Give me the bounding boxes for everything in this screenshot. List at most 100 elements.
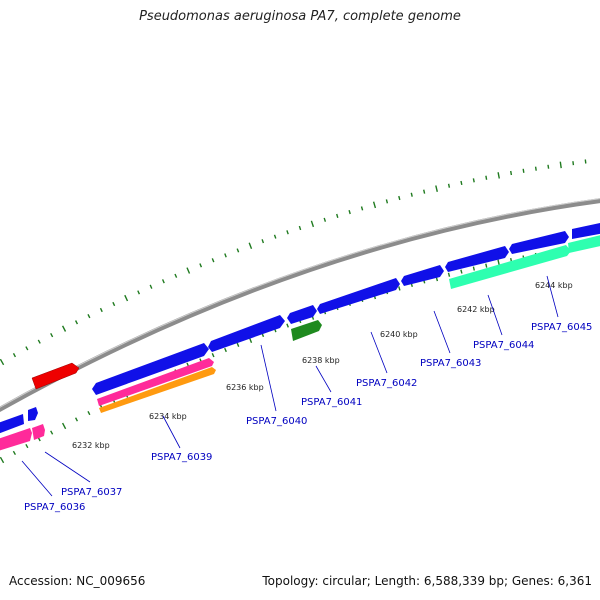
- scale-label: 6236 kbp: [226, 383, 264, 392]
- map-title: Pseudomonas aeruginosa PA7, complete gen…: [139, 9, 461, 24]
- scale-tick: [472, 266, 475, 271]
- scale-tick: [559, 161, 562, 169]
- gene-label-6044[interactable]: PSPA7_6044: [473, 340, 534, 351]
- scale-tick: [298, 225, 302, 231]
- gene-leader-lines: [21, 275, 559, 497]
- gene-label-6036[interactable]: PSPA7_6036: [24, 502, 85, 513]
- scale-tick: [12, 450, 17, 456]
- scale-tick: [497, 172, 500, 179]
- scale-tick: [460, 269, 463, 274]
- scale-tick: [410, 192, 413, 197]
- scale-tick: [0, 456, 5, 464]
- gene-label-6043[interactable]: PSPA7_6043: [420, 358, 481, 369]
- scale-tick: [472, 178, 475, 183]
- topology-text: Topology: circular; Length: 6,588,339 bp…: [262, 574, 592, 588]
- leader-line-6045: [546, 275, 559, 318]
- scale-tick: [286, 323, 289, 328]
- scale-tick: [25, 346, 29, 351]
- genome-backbone: [0, 198, 600, 413]
- gene-arrow-blue[interactable]: [287, 305, 317, 324]
- scale-tick: [186, 267, 191, 274]
- scale-tick: [149, 284, 153, 289]
- scale-tick: [87, 410, 91, 416]
- outer-tick-track: [0, 159, 587, 366]
- scale-tick: [385, 199, 389, 204]
- gene-arrow-green[interactable]: [291, 320, 322, 341]
- scale-tick: [161, 279, 165, 284]
- scale-tick: [12, 352, 17, 358]
- scale-tick: [74, 320, 79, 325]
- gene-arrow-blue[interactable]: [445, 246, 509, 272]
- scale-tick: [310, 220, 315, 228]
- scale-tick: [174, 273, 178, 278]
- scale-tick: [261, 239, 265, 244]
- scale-tick: [25, 443, 29, 449]
- scale-tick: [137, 290, 141, 295]
- scale-label: 6238 kbp: [302, 356, 340, 365]
- gene-arrow-blue[interactable]: [509, 231, 569, 254]
- scale-tick: [360, 206, 364, 211]
- scale-tick: [248, 242, 253, 249]
- scale-tick: [572, 161, 575, 166]
- gene-arrow-blue[interactable]: [208, 315, 285, 352]
- scale-label: 6244 kbp: [535, 281, 573, 290]
- gene-arrow-blue[interactable]: [28, 407, 38, 421]
- gene-label-6039[interactable]: PSPA7_6039: [151, 452, 212, 463]
- genome-backbone-highlight: [0, 198, 600, 408]
- scale-tick: [236, 248, 240, 253]
- gene-label-6045[interactable]: PSPA7_6045: [531, 322, 592, 333]
- gene-arrow-teal[interactable]: [568, 234, 600, 253]
- scale-tick: [37, 339, 41, 344]
- scale-tick: [224, 347, 227, 353]
- scale-tick: [199, 263, 203, 268]
- scale-tick: [398, 286, 401, 291]
- leader-line-6037: [44, 451, 91, 483]
- gene-arrow-blue[interactable]: [317, 278, 400, 314]
- scale-tick: [485, 175, 488, 180]
- leader-line-6036: [21, 460, 53, 497]
- scale-tick: [50, 332, 54, 338]
- gene-arrow-teal[interactable]: [449, 245, 571, 289]
- scale-tick: [236, 342, 240, 347]
- gene-arrow-blue[interactable]: [0, 414, 24, 435]
- scale-label: 6234 kbp: [149, 412, 187, 421]
- scale-tick: [460, 180, 463, 186]
- scale-tick: [273, 234, 277, 239]
- leader-line-6040: [260, 344, 277, 412]
- gene-arrow-pink[interactable]: [0, 428, 32, 452]
- scale-tick: [74, 417, 79, 422]
- scale-tick: [522, 168, 525, 173]
- gene-arrow-red[interactable]: [31, 362, 80, 390]
- scale-tick: [485, 263, 488, 268]
- scale-tick: [584, 159, 587, 164]
- scale-tick: [398, 195, 401, 201]
- gene-arrow-blue[interactable]: [572, 222, 600, 239]
- scale-label: 6232 kbp: [72, 441, 110, 450]
- leader-line-6039: [162, 415, 181, 449]
- scale-tick: [87, 313, 91, 319]
- gene-label-6041[interactable]: PSPA7_6041: [301, 397, 362, 408]
- scale-tick: [286, 230, 289, 235]
- scale-tick: [447, 183, 451, 188]
- scale-tick: [112, 301, 116, 307]
- gene-arrow-pink[interactable]: [97, 358, 214, 406]
- gene-label-6040[interactable]: PSPA7_6040: [246, 416, 307, 427]
- scale-tick: [211, 258, 215, 263]
- scale-tick: [61, 325, 67, 332]
- accession-text: Accession: NC_009656: [9, 574, 146, 588]
- scale-tick: [336, 213, 339, 218]
- scale-label: 6240 kbp: [380, 330, 418, 339]
- gene-arrow-orange[interactable]: [99, 367, 216, 413]
- scale-tick: [510, 170, 513, 176]
- gene-label-6042[interactable]: PSPA7_6042: [356, 378, 417, 389]
- gene-arrow-blue[interactable]: [92, 343, 209, 395]
- gene-arrow-blue[interactable]: [401, 265, 444, 286]
- scale-tick: [124, 294, 129, 302]
- scale-tick: [372, 201, 377, 209]
- gene-label-6037[interactable]: PSPA7_6037: [61, 487, 122, 498]
- scale-tick: [323, 217, 327, 222]
- leader-line-6043: [433, 310, 451, 354]
- gene-arrow-pink[interactable]: [32, 424, 45, 440]
- scale-tick: [447, 272, 451, 277]
